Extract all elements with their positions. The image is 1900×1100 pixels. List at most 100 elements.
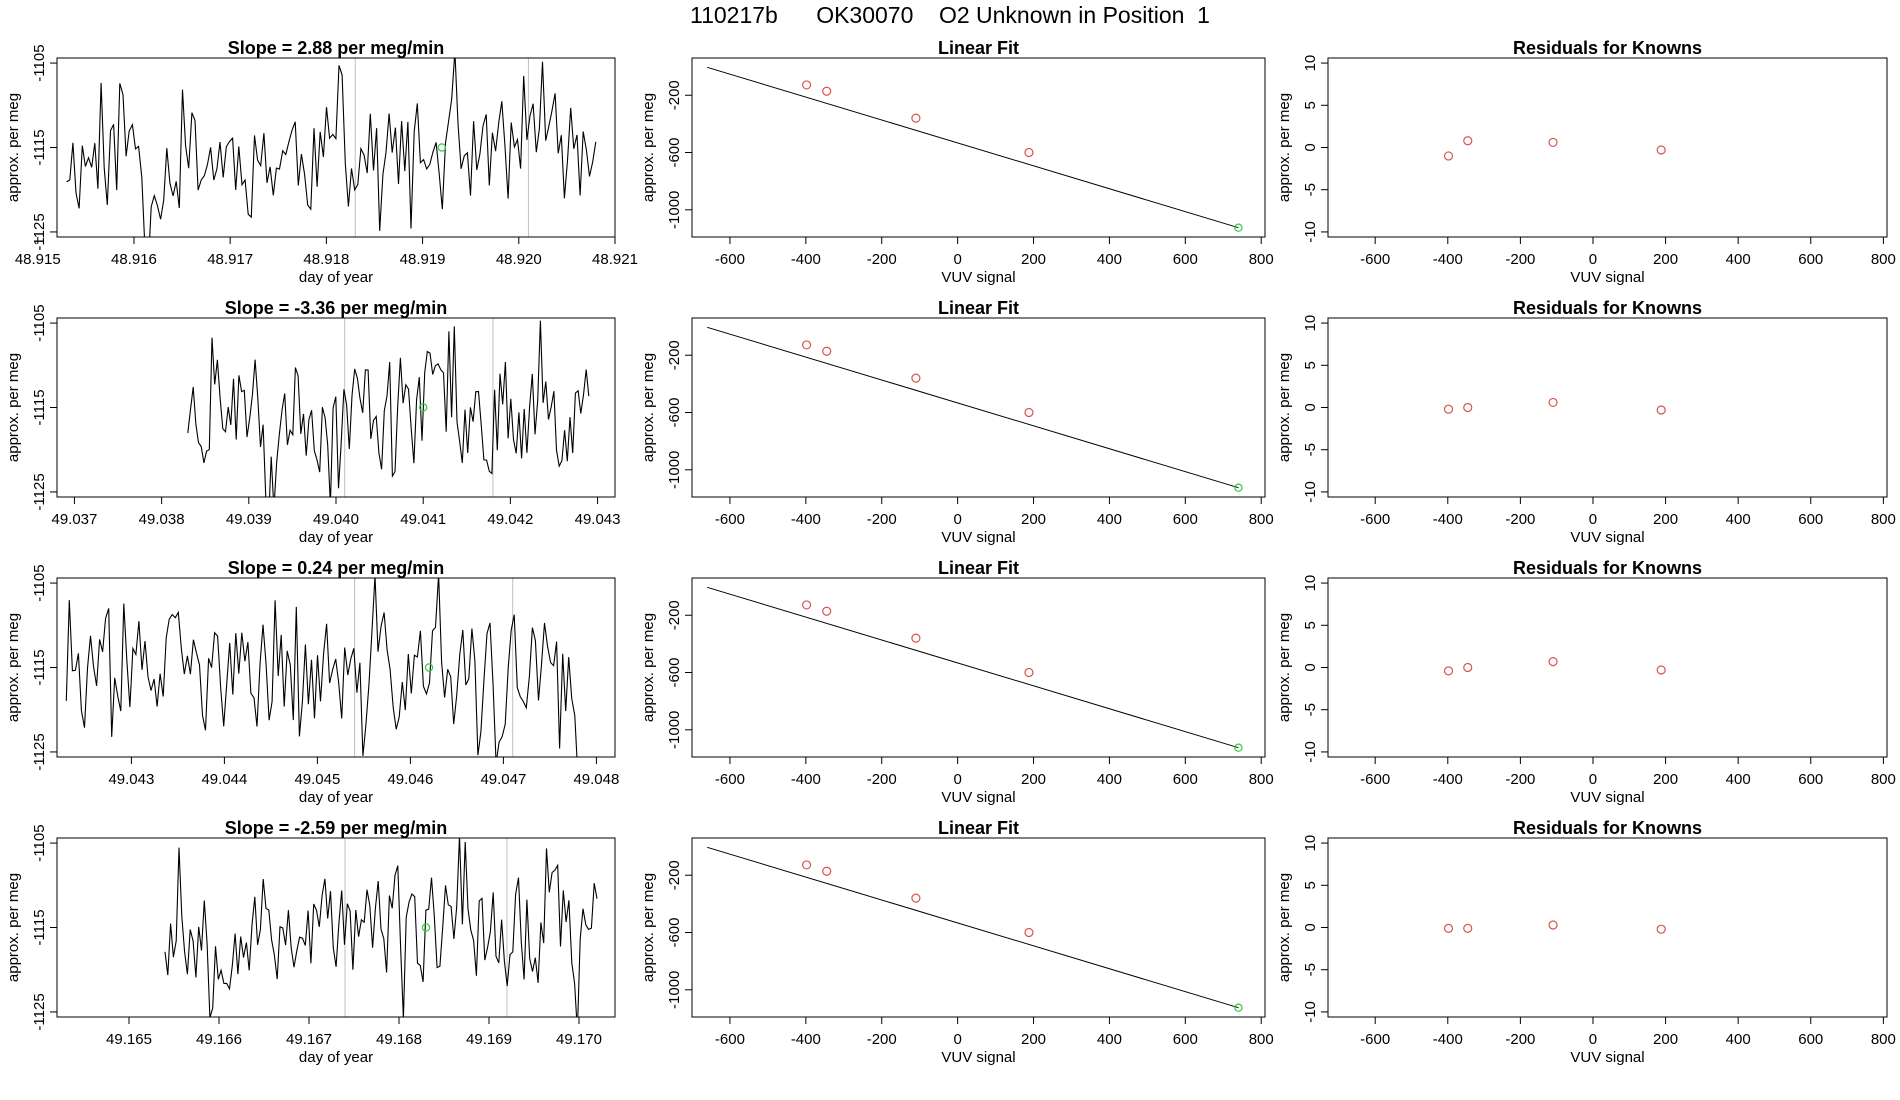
- x-tick-label: 0: [953, 511, 961, 528]
- x-tick-label: 0: [1589, 511, 1597, 528]
- data-area: [801, 860, 1034, 938]
- known-point: [1024, 667, 1034, 678]
- y-tick-label: -1000: [666, 451, 683, 489]
- data-area: [1443, 656, 1666, 676]
- unknown-marker: [424, 663, 434, 672]
- y-tick-label: -1000: [666, 191, 683, 229]
- data-area: [1443, 397, 1666, 415]
- plot-frame: [691, 577, 1266, 758]
- panel-title: Slope = -3.36 per meg/min: [225, 298, 448, 318]
- unknown-point: [1234, 223, 1243, 232]
- x-tick-label: 200: [1653, 1031, 1678, 1048]
- plot-frame: [1327, 577, 1888, 758]
- y-axis-label: approx. per meg: [640, 613, 657, 722]
- data-area: [801, 340, 1034, 418]
- x-tick-label: 400: [1726, 1031, 1751, 1048]
- x-tick-label: 49.167: [286, 1031, 332, 1048]
- trace-line: [187, 320, 590, 497]
- x-tick-label: 600: [1173, 251, 1198, 268]
- x-tick-label: 400: [1726, 771, 1751, 788]
- x-axis-label: VUV signal: [1570, 269, 1644, 286]
- data-area: [1443, 920, 1666, 934]
- x-tick-label: 200: [1653, 511, 1678, 528]
- data-area: [801, 80, 1034, 158]
- known-point: [911, 373, 921, 383]
- x-tick-label: -200: [1505, 251, 1535, 268]
- y-tick-label: 0: [1302, 923, 1319, 931]
- panel-title: Residuals for Knowns: [1513, 558, 1702, 578]
- panel-r4-c2: Linear Fit -600 -400 -200 0 200 400 600 800 -200 -…: [640, 818, 1274, 1066]
- panel-title: Residuals for Knowns: [1513, 818, 1702, 838]
- y-tick-label: 10: [1302, 55, 1319, 72]
- x-tick-label: 600: [1173, 1031, 1198, 1048]
- x-tick-label: 49.046: [387, 771, 433, 788]
- x-tick-label: -200: [867, 251, 897, 268]
- unknown-marker: [418, 403, 428, 412]
- x-tick-label: 49.038: [139, 511, 185, 528]
- panel-title: Linear Fit: [938, 558, 1019, 578]
- panel-r2-c3: Residuals for Knowns -600 -400 -200 0 200 400 6…: [1276, 298, 1896, 546]
- x-tick-label: 49.169: [466, 1031, 512, 1048]
- data-area: [65, 578, 578, 757]
- y-tick-label: 10: [1302, 835, 1319, 852]
- x-tick-label: 800: [1249, 511, 1274, 528]
- x-tick-label: -600: [1360, 251, 1390, 268]
- y-tick-label: -10: [1302, 221, 1319, 243]
- x-tick-label: 800: [1871, 511, 1896, 528]
- x-tick-label: 800: [1871, 251, 1896, 268]
- known-point: [822, 346, 832, 356]
- y-tick-label: -10: [1302, 741, 1319, 763]
- x-tick-label: 400: [1097, 771, 1122, 788]
- y-tick-label: 10: [1302, 575, 1319, 592]
- panel-r2-c1: Slope = -3.36 per meg/min 49.037 49.038 49.…: [5, 298, 621, 546]
- x-tick-label: 400: [1097, 1031, 1122, 1048]
- x-tick-label: 0: [1589, 251, 1597, 268]
- x-axis-label: VUV signal: [1570, 1049, 1644, 1066]
- y-tick-label: -1125: [31, 733, 48, 770]
- panel-r3-c3: Residuals for Knowns -600 -400 -200 0 200 400 6…: [1276, 558, 1896, 806]
- x-tick-label: 200: [1021, 771, 1046, 788]
- known-point: [801, 340, 812, 350]
- x-tick-label: 600: [1173, 511, 1198, 528]
- known-point: [801, 80, 812, 90]
- y-tick-label: -1125: [31, 993, 48, 1030]
- known-point: [1443, 404, 1454, 414]
- unknown-point: [1234, 1003, 1243, 1012]
- x-tick-label: -600: [1360, 511, 1390, 528]
- x-tick-label: 800: [1249, 771, 1274, 788]
- y-tick-label: 5: [1302, 101, 1319, 109]
- y-tick-label: 0: [1302, 403, 1319, 411]
- y-tick-label: -10: [1302, 481, 1319, 503]
- y-tick-label: -600: [666, 657, 683, 687]
- x-tick-label: 200: [1653, 771, 1678, 788]
- x-tick-label: 0: [1589, 1031, 1597, 1048]
- known-point: [1656, 924, 1666, 934]
- x-tick-label: -200: [867, 771, 897, 788]
- data-area: [187, 318, 590, 497]
- plot-frame: [1327, 57, 1888, 238]
- y-tick-label: -1115: [31, 389, 48, 425]
- x-tick-label: 48.921: [592, 251, 638, 268]
- x-tick-label: -400: [791, 511, 821, 528]
- y-tick-label: -1105: [31, 44, 48, 81]
- known-point: [1463, 923, 1473, 933]
- x-tick-label: 400: [1097, 511, 1122, 528]
- plot-frame: [56, 317, 616, 498]
- panel-title: Slope = -2.59 per meg/min: [225, 818, 448, 838]
- x-tick-label: -200: [1505, 1031, 1535, 1048]
- trace-line: [164, 838, 598, 1017]
- plot-frame: [56, 577, 616, 758]
- plot-frame: [691, 837, 1266, 1018]
- x-tick-label: -600: [715, 511, 745, 528]
- x-tick-label: 600: [1798, 1031, 1823, 1048]
- plot-frame: [691, 57, 1266, 238]
- fit-line: [707, 326, 1239, 489]
- x-tick-label: -400: [791, 1031, 821, 1048]
- y-tick-label: 10: [1302, 315, 1319, 332]
- plot-frame: [56, 57, 616, 238]
- y-tick-label: -1115: [31, 909, 48, 945]
- y-tick-label: -5: [1302, 963, 1319, 976]
- panel-r3-c1: Slope = 0.24 per meg/min 49.043 49.044 49.0…: [5, 558, 619, 806]
- known-point: [1463, 136, 1473, 146]
- plot-frame: [1327, 837, 1888, 1018]
